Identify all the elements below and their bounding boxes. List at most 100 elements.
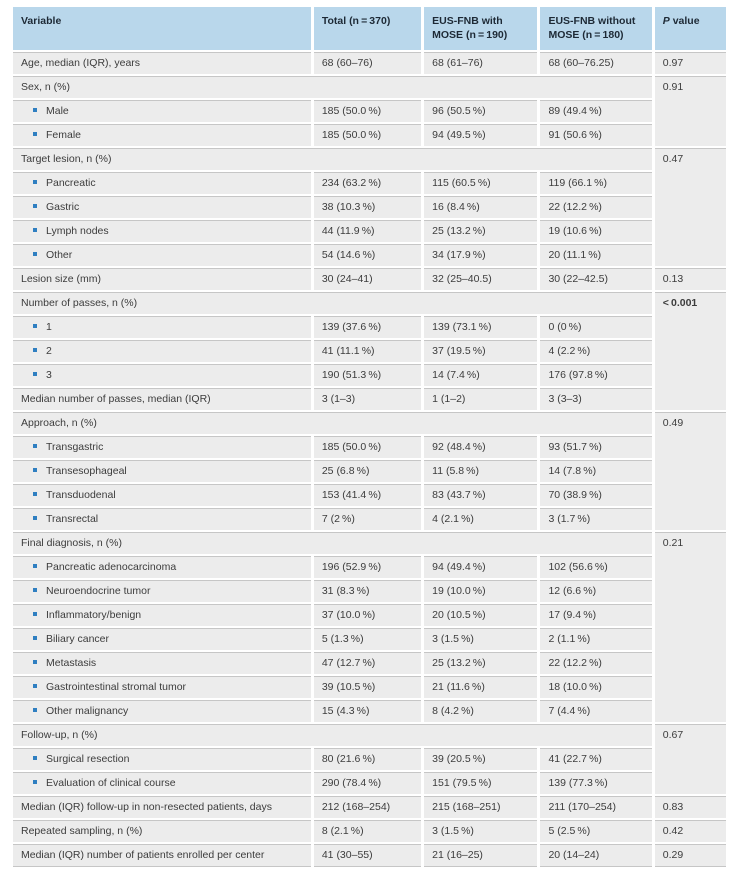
bullet-icon [33,756,37,760]
total-cell: 190 (51.3 %) [313,364,422,386]
bullet-icon [33,684,37,688]
variable-cell: Transgastric [13,436,311,458]
total-cell: 185 (50.0 %) [313,100,422,122]
eus-fnb-with-mose-cell: 115 (60.5 %) [424,172,538,194]
variable-label: Biliary cancer [46,633,110,645]
eus-fnb-without-mose-cell: 14 (7.8 %) [540,460,652,482]
bullet-icon [33,348,37,352]
variable-label: 3 [46,369,52,381]
eus-fnb-with-mose-cell: 21 (16–25) [424,844,538,867]
variable-cell: Metastasis [13,652,311,674]
bullet-icon [33,636,37,640]
column-header-eus-fnb-without-mose: EUS-FNB without MOSE (n = 180) [540,7,652,50]
total-cell: 54 (14.6 %) [313,244,422,266]
eus-fnb-without-mose-cell: 20 (11.1 %) [540,244,652,266]
variable-label: Metastasis [46,657,97,669]
variable-label: Transrectal [46,513,99,525]
eus-fnb-with-mose-cell: 83 (43.7 %) [424,484,538,506]
total-cell: 41 (11.1 %) [313,340,422,362]
p-value-cell: 0.49 [654,412,726,530]
table-row: Age, median (IQR), years 68 (60–76) 68 (61… [13,52,726,74]
total-cell: 37 (10.0 %) [313,604,422,626]
variable-cell: Male [13,100,311,122]
table-row: Transesophageal 25 (6.8 %) 11 (5.8 %) 14 (7… [13,460,726,482]
table-row: Inflammatory/benign 37 (10.0 %) 20 (10.5 %… [13,604,726,626]
total-cell: 3 (1–3) [313,388,422,410]
bullet-icon [33,516,37,520]
eus-fnb-with-mose-cell: 94 (49.4 %) [424,556,538,578]
header-row: Variable Total (n = 370) EUS-FNB with MO… [13,7,726,50]
table-row: Follow-up, n (%) 0.67 [13,724,726,794]
total-cell: 212 (168–254) [313,796,422,818]
total-cell: 44 (11.9 %) [313,220,422,242]
table-row: Other 54 (14.6 %) 34 (17.9 %) 20 (11.1 %) [13,244,726,266]
table-row: Lymph nodes 44 (11.9 %) 25 (13.2 %) 19 (10.… [13,220,726,242]
p-value-cell: < 0.001 [654,292,726,410]
table-row: Sex, n (%) 0.91 [13,76,726,146]
total-cell: 80 (21.6 %) [313,748,422,770]
variable-cell: Evaluation of clinical course [13,772,311,794]
eus-fnb-with-mose-cell: 25 (13.2 %) [424,220,538,242]
table-row: Female 185 (50.0 %) 94 (49.5 %) 91 (50.6 %) [13,124,726,146]
p-value-cell: 0.67 [654,724,726,794]
p-value-rest: value [669,15,700,27]
total-cell: 25 (6.8 %) [313,460,422,482]
eus-fnb-with-mose-cell: 1 (1–2) [424,388,538,410]
variable-cell: Lymph nodes [13,220,311,242]
variable-label: Other malignancy [46,705,129,717]
variable-label: Lymph nodes [46,225,109,237]
variable-cell: Female [13,124,311,146]
total-cell: 31 (8.3 %) [313,580,422,602]
total-cell: 5 (1.3 %) [313,628,422,650]
table-row: Neuroendocrine tumor 31 (8.3 %) 19 (10.0 %… [13,580,726,602]
variable-cell: Pancreatic adenocarcinoma [13,556,311,578]
eus-fnb-with-mose-cell: 14 (7.4 %) [424,364,538,386]
eus-fnb-without-mose-cell: 22 (12.2 %) [540,196,652,218]
eus-fnb-with-mose-cell: 151 (79.5 %) [424,772,538,794]
variable-cell: Other [13,244,311,266]
bullet-icon [33,612,37,616]
total-cell: 234 (63.2 %) [313,172,422,194]
variable-label: Evaluation of clinical course [46,777,176,789]
eus-fnb-without-mose-cell: 91 (50.6 %) [540,124,652,146]
variable-label: Pancreatic adenocarcinoma [46,561,177,573]
p-value-cell: 0.42 [654,820,726,842]
variable-cell: Sex, n (%) [13,76,652,98]
bullet-icon [33,708,37,712]
variable-cell: Number of passes, n (%) [13,292,652,314]
variable-label: Inflammatory/benign [46,609,142,621]
p-value-cell: 0.21 [654,532,726,722]
variable-cell: 3 [13,364,311,386]
eus-fnb-with-mose-cell: 21 (11.6 %) [424,676,538,698]
total-cell: 68 (60–76) [313,52,422,74]
eus-fnb-without-mose-cell: 41 (22.7 %) [540,748,652,770]
table-row: Metastasis 47 (12.7 %) 25 (13.2 %) 22 (12.2… [13,652,726,674]
total-cell: 15 (4.3 %) [313,700,422,722]
variable-cell: Lesion size (mm) [13,268,311,290]
table-header: Variable Total (n = 370) EUS-FNB with MO… [13,7,726,50]
variable-cell: Transduodenal [13,484,311,506]
eus-fnb-without-mose-cell: 0 (0 %) [540,316,652,338]
eus-fnb-with-mose-cell: 39 (20.5 %) [424,748,538,770]
variable-label: Other [46,249,73,261]
bullet-icon [33,468,37,472]
eus-fnb-without-mose-cell: 22 (12.2 %) [540,652,652,674]
variable-label: Neuroendocrine tumor [46,585,151,597]
variable-cell: Biliary cancer [13,628,311,650]
total-cell: 8 (2.1 %) [313,820,422,842]
total-cell: 139 (37.6 %) [313,316,422,338]
table-row: Transgastric 185 (50.0 %) 92 (48.4 %) 93 (5… [13,436,726,458]
variable-cell: Target lesion, n (%) [13,148,652,170]
table-row: Male 185 (50.0 %) 96 (50.5 %) 89 (49.4 %) [13,100,726,122]
eus-fnb-with-mose-cell: 3 (1.5 %) [424,820,538,842]
total-cell: 30 (24–41) [313,268,422,290]
bullet-icon [33,204,37,208]
eus-fnb-with-mose-cell: 4 (2.1 %) [424,508,538,530]
variable-cell: 1 [13,316,311,338]
bullet-icon [33,660,37,664]
variable-cell: Follow-up, n (%) [13,724,652,746]
total-cell: 38 (10.3 %) [313,196,422,218]
variable-cell: Inflammatory/benign [13,604,311,626]
table-row: Final diagnosis, n (%) 0.21 [13,532,726,722]
table-row: Lesion size (mm) 30 (24–41) 32 (25–40.5) 30… [13,268,726,290]
